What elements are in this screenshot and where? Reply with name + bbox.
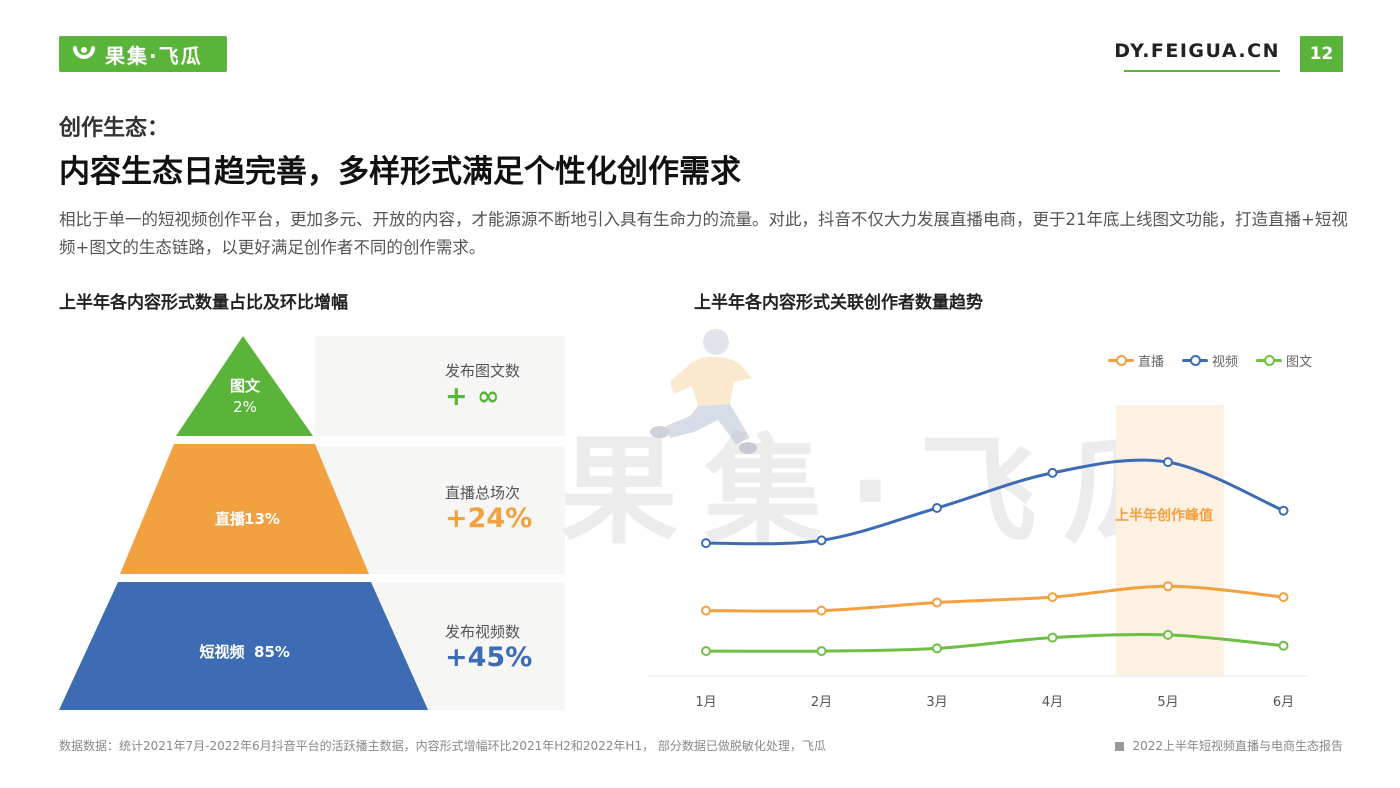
data-point: [1163, 457, 1173, 468]
stat-value-video: +45%: [445, 642, 533, 673]
data-point: [1278, 640, 1289, 651]
stat-value-live: +24%: [445, 503, 533, 534]
pyramid-label-video: 短视频: [199, 643, 244, 661]
series-line-2: [704, 632, 1285, 653]
content-share-pyramid: 图文 2% 直播 13% 短视频 85%: [59, 336, 428, 710]
data-point: [1047, 632, 1058, 643]
legend-label-image-text: 图文: [1286, 355, 1313, 370]
series-line-1: [704, 458, 1285, 546]
pyramid-share-video: 85%: [254, 643, 290, 661]
data-point: [816, 605, 827, 616]
x-tick-label: 5月: [1157, 695, 1178, 710]
peak-highlight-band: [1116, 405, 1224, 675]
right-section-title: 上半年各内容形式关联创作者数量趋势: [694, 293, 983, 313]
left-section-title: 上半年各内容形式数量占比及环比增幅: [59, 293, 348, 313]
pyramid-label-image-text: 图文: [230, 377, 261, 395]
stat-value-image-text: + ∞: [445, 381, 500, 412]
report-name: 2022上半年短视频直播与电商生态报告: [1100, 737, 1343, 754]
page-title: 内容生态日趋完善，多样形式满足个性化创作需求: [59, 154, 741, 190]
legend-item-video[interactable]: 视频: [1182, 351, 1238, 370]
pyramid-label-live: 直播: [215, 510, 246, 528]
data-point: [1278, 592, 1289, 603]
x-tick-label: 3月: [926, 695, 947, 710]
stat-panel-image-text: [315, 336, 565, 436]
chart-legend: 直播 视频 图文: [1108, 351, 1312, 370]
legend-label-video: 视频: [1212, 355, 1239, 370]
footer-square-icon: [1115, 742, 1125, 751]
data-point: [701, 605, 711, 616]
section-kicker: 创作生态：: [59, 116, 170, 141]
legend-label-live: 直播: [1138, 355, 1165, 370]
x-tick-label: 4月: [1042, 695, 1063, 710]
intro-paragraph: 相比于单一的短视频创作平台，更加多元、开放的内容，才能源源不断地引入具有生命力的…: [59, 210, 1348, 257]
pyramid-tier-video: [59, 582, 428, 710]
pyramid-tier-image-text: [176, 336, 313, 436]
site-url[interactable]: DY.FEIGUA.CN: [1114, 40, 1280, 62]
x-tick-label: 2月: [811, 695, 832, 710]
data-point: [932, 597, 942, 608]
creator-trend-chart: 上半年创作峰值 1月 2月 3月 4月 5月 6月: [648, 405, 1308, 710]
running-mascot-icon: [650, 329, 757, 454]
data-point: [816, 535, 827, 546]
report-name-text: 2022上半年短视频直播与电商生态报告: [1132, 739, 1343, 753]
watermark-text: 果集·飞瓜: [560, 422, 1207, 560]
page-number: 12: [1300, 36, 1343, 72]
data-point: [701, 538, 711, 549]
stat-label-live: 直播总场次: [445, 484, 521, 502]
data-point: [1047, 467, 1058, 478]
data-point: [932, 643, 942, 654]
logo-text: 果集·飞瓜: [105, 43, 203, 68]
legend-item-image-text[interactable]: 图文: [1256, 351, 1312, 370]
stat-label-image-text: 发布图文数: [445, 362, 521, 380]
x-tick-label: 6月: [1273, 695, 1294, 710]
data-point: [1278, 505, 1289, 516]
logo-mark-icon: [73, 46, 95, 59]
brand-logo: 果集·飞瓜: [59, 36, 227, 72]
data-point: [816, 646, 827, 657]
data-point: [1163, 629, 1173, 640]
x-tick-label: 1月: [695, 695, 716, 710]
data-point: [932, 503, 942, 513]
data-point: [1047, 592, 1058, 603]
pyramid-share-live: 13%: [244, 510, 280, 528]
legend-item-live[interactable]: 直播: [1108, 351, 1164, 370]
pyramid-share-image-text: 2%: [233, 398, 257, 416]
data-source-note: 数据数据：统计2021年7月-2022年6月抖音平台的活跃播主数据，内容形式增幅…: [59, 739, 826, 753]
data-point: [1163, 581, 1173, 592]
site-url-underline: [1124, 70, 1280, 72]
pyramid-tier-live: [120, 444, 369, 574]
peak-highlight-label: 上半年创作峰值: [1115, 507, 1213, 524]
data-point: [701, 646, 711, 657]
series-line-0: [704, 584, 1285, 613]
stat-label-video: 发布视频数: [445, 623, 521, 641]
